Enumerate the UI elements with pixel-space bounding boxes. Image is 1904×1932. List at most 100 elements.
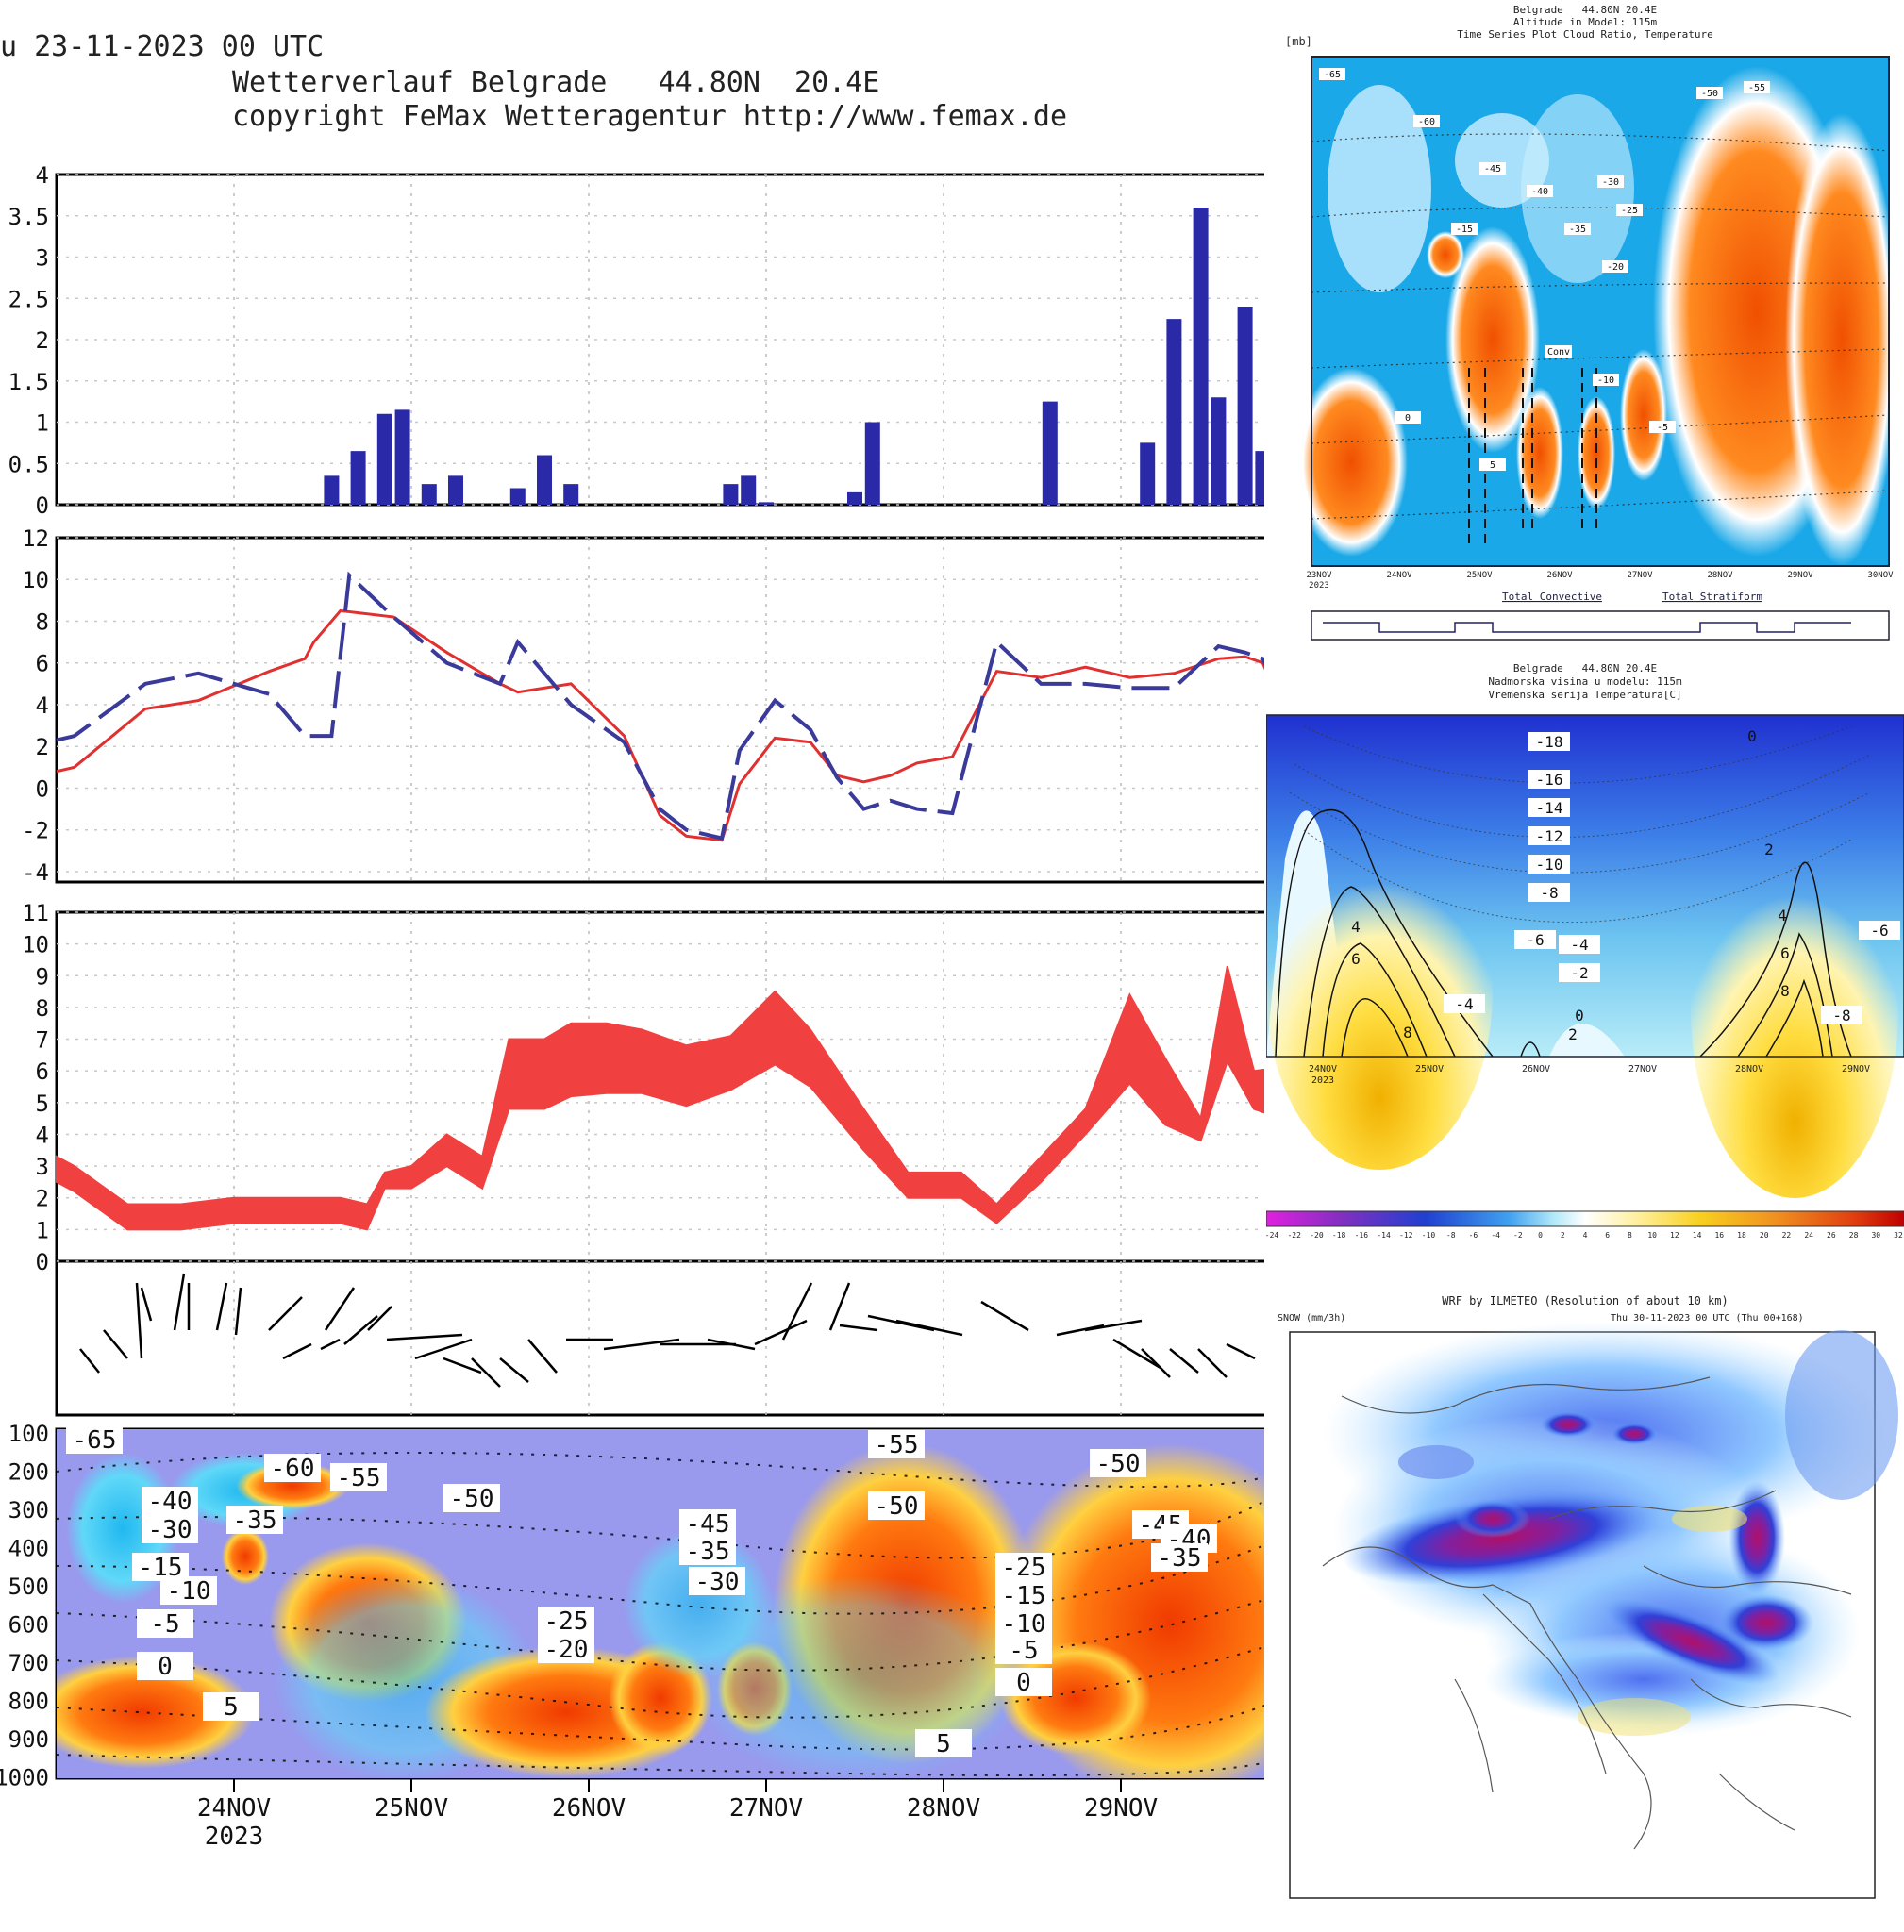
y-tick-label: 1 xyxy=(36,410,49,437)
y-tick-label: 0 xyxy=(36,492,49,519)
tr-legend-convective: Total Convective xyxy=(1502,591,1602,603)
precip-bar xyxy=(324,475,340,505)
y-tick-label: 10 xyxy=(22,932,49,958)
label-bg xyxy=(330,1463,387,1491)
y-tick-label: 6 xyxy=(36,651,49,677)
cross-contour-label: 5 xyxy=(203,1692,259,1722)
label-text: -35 xyxy=(686,1538,730,1566)
x-tick-label: 28NOV xyxy=(907,1794,980,1823)
y-tick-label: 3.5 xyxy=(8,204,49,230)
label-text: -8 xyxy=(1540,884,1558,902)
mr-colorbar-label: -14 xyxy=(1377,1231,1391,1240)
br-left-label: SNOW (mm/3h) xyxy=(1278,1313,1346,1324)
mr-colorbar-label: 26 xyxy=(1827,1231,1836,1240)
cross-contour-label: -20 xyxy=(538,1635,594,1664)
label-bg xyxy=(1616,204,1643,216)
mr-x-tick-label: 29NOV xyxy=(1842,1064,1870,1074)
mr-colorbar-label: 2 xyxy=(1561,1231,1565,1240)
mr-colorbar xyxy=(1266,1210,1904,1227)
label-text: -35 xyxy=(1158,1544,1202,1573)
tr-contour-label: -60 xyxy=(1413,115,1440,127)
label-text: -45 xyxy=(686,1510,730,1539)
mr-contour-label: -6 xyxy=(1514,930,1556,949)
label-text: -25 xyxy=(544,1607,589,1636)
cross-contour-label: -45 xyxy=(679,1509,736,1539)
label-text: -55 xyxy=(1748,83,1765,93)
mr-colorbar-label: -12 xyxy=(1399,1231,1413,1240)
y-tick-label: 4 xyxy=(36,1122,49,1148)
tr-x-tick-label: 28NOV xyxy=(1707,571,1733,580)
mr-contour-label: 4 xyxy=(1778,907,1787,924)
label-bg xyxy=(1395,411,1421,424)
mr-colorbar-label: 18 xyxy=(1737,1231,1746,1240)
tr-contour-label: -25 xyxy=(1616,204,1643,216)
label-bg xyxy=(915,1729,972,1757)
mr-x-tick-label: 24NOV xyxy=(1309,1064,1337,1074)
mr-colorbar-label: 10 xyxy=(1647,1231,1657,1240)
mr-subtitle2: Vremenska serija Temperatura[C] xyxy=(1488,689,1682,701)
mr-contour-label: 0 xyxy=(1575,1007,1584,1024)
label-text: -10 xyxy=(1002,1610,1046,1639)
y-tick-label: 3 xyxy=(36,245,49,272)
precip-bar xyxy=(1237,307,1253,505)
mr-contour-label: -18 xyxy=(1528,732,1570,751)
mr-colorbar-label: 0 xyxy=(1538,1231,1543,1240)
tr-contour-label: -55 xyxy=(1744,81,1770,93)
y-tick-label: 2.5 xyxy=(8,286,49,312)
precip-bar xyxy=(1211,397,1227,505)
label-bg xyxy=(1696,87,1723,99)
mr-contour-label: 2 xyxy=(1764,841,1774,858)
mr-colorbar-label: 28 xyxy=(1849,1231,1859,1240)
tr-contour-label: -20 xyxy=(1602,260,1628,273)
label-bg xyxy=(1451,223,1478,235)
label-text: -12 xyxy=(1536,827,1563,845)
temperature-line xyxy=(56,608,1264,842)
y-tick-label: 4 xyxy=(36,162,49,189)
cross-contour-label: -55 xyxy=(868,1430,925,1459)
label-text: -2 xyxy=(1570,964,1588,982)
x-tick-label: 29NOV xyxy=(1084,1794,1158,1823)
cross-y-label: 1000 xyxy=(0,1765,49,1791)
label-text: -5 xyxy=(1009,1637,1038,1665)
label-bg xyxy=(1319,68,1345,80)
y-tick-label: 7 xyxy=(36,1027,49,1054)
cloud-ratio-panel: Belgrade 44.80N 20.4E Altitude in Model:… xyxy=(1266,0,1904,641)
mr-colorbar-label: 6 xyxy=(1605,1231,1610,1240)
mr-contour-label: -4 xyxy=(1444,994,1485,1013)
label-bg xyxy=(868,1491,925,1520)
tr-contour-label: -35 xyxy=(1564,223,1591,235)
mr-colorbar-label: -8 xyxy=(1446,1231,1456,1240)
mr-colorbar-label: 24 xyxy=(1804,1231,1813,1240)
y-tick-label: 2 xyxy=(36,327,49,354)
tr-subtitle2: Time Series Plot Cloud Ratio, Temperatur… xyxy=(1457,28,1713,41)
cross-contour-label: -60 xyxy=(264,1454,321,1483)
tr-x-tick-label: 30NOV xyxy=(1867,571,1894,580)
mr-colorbar-label: 4 xyxy=(1583,1231,1588,1240)
label-bg xyxy=(137,1652,193,1680)
label-text: -50 xyxy=(1096,1450,1141,1478)
precip-bar xyxy=(1166,319,1182,505)
mr-title: Belgrade 44.80N 20.4E xyxy=(1512,662,1658,675)
tr-contour-label: 0 xyxy=(1395,411,1421,424)
mr-x-tick-label: 27NOV xyxy=(1628,1064,1657,1074)
copyright: copyright FeMax Wetteragentur http://www… xyxy=(232,100,1068,133)
mr-contour-label: -8 xyxy=(1528,883,1570,902)
label-bg xyxy=(868,1430,925,1458)
meteogram-svg: 00.511.522.533.54-4-20246810120123456789… xyxy=(0,162,1264,1851)
precip-bar xyxy=(563,484,579,505)
label-text: -15 xyxy=(1456,225,1473,235)
precip-bar xyxy=(421,484,437,505)
snow-map-panel: WRF by ILMETEO (Resolution of about 10 k… xyxy=(1266,1283,1904,1932)
y-tick-label: 8 xyxy=(36,608,49,635)
cross-contour-label: -50 xyxy=(868,1491,925,1521)
label-text: -45 xyxy=(1484,164,1501,175)
label-text: 4 xyxy=(1778,907,1787,924)
br-title: WRF by ILMETEO (Resolution of about 10 k… xyxy=(1442,1294,1729,1307)
label-text: Conv xyxy=(1547,347,1570,358)
mr-contour-label: 6 xyxy=(1351,950,1361,968)
temperature-section-panel: Belgrade 44.80N 20.4E Nadmorska visina u… xyxy=(1266,651,1904,1274)
tr-svg: [mb] -65-55-60-50-45-40-35-30-25-20-15-1… xyxy=(1285,35,1898,641)
tr-contour-label: 5 xyxy=(1479,458,1506,471)
x-tick-label: 27NOV xyxy=(729,1794,803,1823)
